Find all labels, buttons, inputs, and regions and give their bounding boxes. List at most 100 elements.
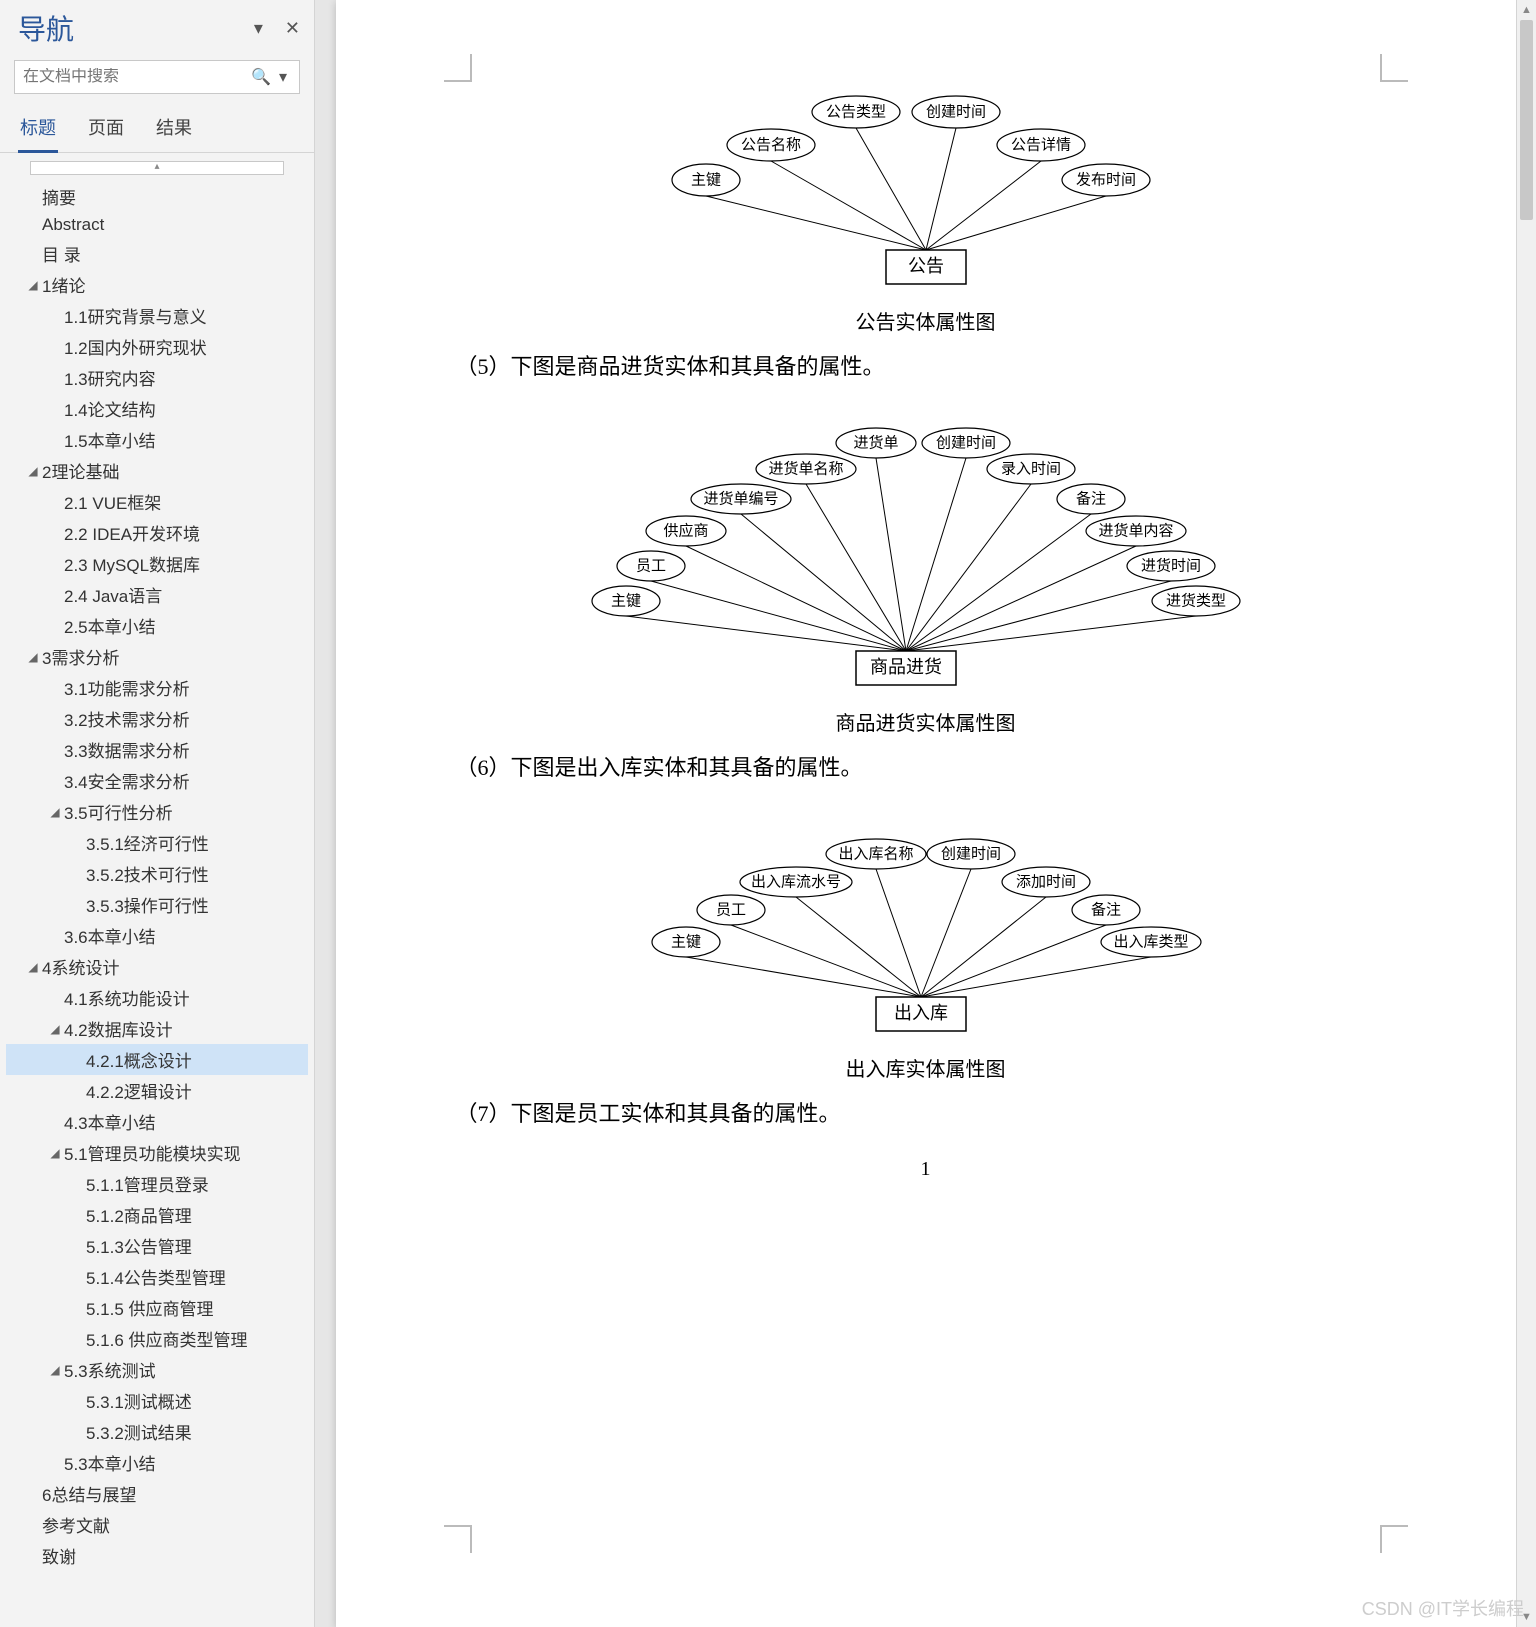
outline-item[interactable]: 1.1研究背景与意义	[6, 300, 308, 331]
outline-item[interactable]: 1.5本章小结	[6, 424, 308, 455]
outline-item[interactable]: 1.3研究内容	[6, 362, 308, 393]
svg-text:进货类型: 进货类型	[1165, 592, 1225, 609]
svg-text:员工: 员工	[715, 902, 745, 918]
outline-item[interactable]: ◢5.3系统测试	[6, 1354, 308, 1385]
outline-item[interactable]: 5.1.1管理员登录	[6, 1168, 308, 1199]
caret-open-icon[interactable]: ◢	[24, 960, 42, 974]
svg-text:主键: 主键	[610, 592, 640, 609]
search-box[interactable]: 🔍 ▾	[14, 60, 300, 94]
outline-item[interactable]: 2.5本章小结	[6, 610, 308, 641]
outline-item[interactable]: ◢4系统设计	[6, 951, 308, 982]
outline-item[interactable]: 1.4论文结构	[6, 393, 308, 424]
outline-label: 致谢	[42, 1543, 76, 1568]
nav-tab-0[interactable]: 标题	[18, 108, 58, 153]
outline-item[interactable]: ◢5.1管理员功能模块实现	[6, 1137, 308, 1168]
svg-text:创建时间: 创建时间	[925, 103, 985, 120]
outline-label: 3.2技术需求分析	[64, 706, 190, 731]
outline-label: 2.5本章小结	[64, 613, 156, 638]
svg-text:出入库类型: 出入库类型	[1113, 933, 1188, 950]
outline-label: 3.5.3操作可行性	[86, 892, 209, 917]
collapse-bar[interactable]: ▴	[30, 161, 284, 175]
outline-item[interactable]: ◢2理论基础	[6, 455, 308, 486]
outline-item[interactable]: 5.1.3公告管理	[6, 1230, 308, 1261]
search-icon[interactable]: 🔍	[247, 67, 275, 87]
caret-open-icon[interactable]: ◢	[24, 464, 42, 478]
svg-text:商品进货: 商品进货	[870, 657, 942, 677]
svg-text:备注: 备注	[1075, 490, 1105, 507]
outline-item[interactable]: 2.3 MySQL数据库	[6, 548, 308, 579]
caret-open-icon[interactable]: ◢	[24, 278, 42, 292]
outline-item[interactable]: 3.3数据需求分析	[6, 734, 308, 765]
scroll-up-icon[interactable]: ▲	[1517, 0, 1536, 20]
outline-item[interactable]: 3.4安全需求分析	[6, 765, 308, 796]
outline-label: 5.3系统测试	[64, 1357, 156, 1382]
caret-open-icon[interactable]: ◢	[46, 1022, 64, 1036]
outline-item[interactable]: 摘要	[6, 181, 308, 212]
outline-item[interactable]: 5.3.2测试结果	[6, 1416, 308, 1447]
outline-label: 3.6本章小结	[64, 923, 156, 948]
outline-item[interactable]: ◢4.2数据库设计	[6, 1013, 308, 1044]
outline-item[interactable]: 2.2 IDEA开发环境	[6, 517, 308, 548]
outline-item[interactable]: 5.3.1测试概述	[6, 1385, 308, 1416]
outline-label: 5.1管理员功能模块实现	[64, 1140, 241, 1165]
caret-open-icon[interactable]: ◢	[46, 1363, 64, 1377]
outline-item[interactable]: 3.5.1经济可行性	[6, 827, 308, 858]
outline-item[interactable]: ◢3需求分析	[6, 641, 308, 672]
nav-dropdown-icon[interactable]: ▾	[254, 18, 263, 39]
outline-item[interactable]: 3.5.2技术可行性	[6, 858, 308, 889]
outline-item[interactable]: Abstract	[6, 212, 308, 238]
outline-label: 3需求分析	[42, 644, 119, 669]
nav-close-icon[interactable]: ✕	[285, 18, 300, 39]
outline-item[interactable]: 3.1功能需求分析	[6, 672, 308, 703]
outline-item[interactable]: 致谢	[6, 1540, 308, 1571]
outline-label: 3.5.2技术可行性	[86, 861, 209, 886]
outline-item[interactable]: 2.1 VUE框架	[6, 486, 308, 517]
outline-label: 5.1.2商品管理	[86, 1202, 192, 1227]
outline-item[interactable]: 3.5.3操作可行性	[6, 889, 308, 920]
outline-label: 2.2 IDEA开发环境	[64, 520, 200, 545]
outline-label: 5.1.6 供应商类型管理	[86, 1326, 248, 1351]
svg-text:进货单名称: 进货单名称	[768, 460, 843, 477]
svg-text:出入库流水号: 出入库流水号	[750, 873, 840, 890]
svg-text:进货时间: 进货时间	[1140, 557, 1200, 574]
outline-item[interactable]: 目 录	[6, 238, 308, 269]
svg-text:公告: 公告	[908, 256, 944, 276]
search-dropdown-icon[interactable]: ▾	[275, 67, 291, 87]
vertical-scrollbar[interactable]: ▲ ▼	[1516, 0, 1536, 1627]
outline-label: 5.1.3公告管理	[86, 1233, 192, 1258]
svg-text:备注: 备注	[1090, 901, 1120, 918]
nav-tab-1[interactable]: 页面	[86, 108, 126, 152]
outline-item[interactable]: 3.2技术需求分析	[6, 703, 308, 734]
svg-text:添加时间: 添加时间	[1015, 873, 1075, 890]
nav-title: 导航	[18, 8, 74, 48]
outline-item[interactable]: 4.2.1概念设计	[6, 1044, 308, 1075]
outline-item[interactable]: 参考文献	[6, 1509, 308, 1540]
er-caption-2: 商品进货实体属性图	[416, 707, 1436, 736]
svg-text:录入时间: 录入时间	[1000, 460, 1060, 477]
outline-item[interactable]: 5.1.5 供应商管理	[6, 1292, 308, 1323]
outline-item[interactable]: 1.2国内外研究现状	[6, 331, 308, 362]
page-corner	[444, 1525, 472, 1553]
body-text-6: （6）下图是出入库实体和其具备的属性。	[456, 750, 1436, 782]
outline-item[interactable]: 4.1系统功能设计	[6, 982, 308, 1013]
outline-item[interactable]: ◢1绪论	[6, 269, 308, 300]
outline-item[interactable]: 5.1.2商品管理	[6, 1199, 308, 1230]
search-input[interactable]	[23, 68, 247, 86]
outline-item[interactable]: 5.1.6 供应商类型管理	[6, 1323, 308, 1354]
outline-item[interactable]: 6总结与展望	[6, 1478, 308, 1509]
caret-open-icon[interactable]: ◢	[24, 650, 42, 664]
outline-item[interactable]: 3.6本章小结	[6, 920, 308, 951]
caret-open-icon[interactable]: ◢	[46, 805, 64, 819]
caret-open-icon[interactable]: ◢	[46, 1146, 64, 1160]
scroll-thumb[interactable]	[1520, 20, 1533, 220]
nav-tab-2[interactable]: 结果	[154, 108, 194, 152]
er-svg-2: 商品进货主键员工供应商进货单编号进货单名称进货单创建时间录入时间备注进货单内容进…	[546, 401, 1306, 701]
svg-text:供应商: 供应商	[663, 521, 708, 539]
outline-item[interactable]: ◢3.5可行性分析	[6, 796, 308, 827]
outline-label: 2.1 VUE框架	[64, 489, 161, 514]
outline-item[interactable]: 5.1.4公告类型管理	[6, 1261, 308, 1292]
outline-item[interactable]: 5.3本章小结	[6, 1447, 308, 1478]
outline-item[interactable]: 4.3本章小结	[6, 1106, 308, 1137]
outline-item[interactable]: 4.2.2逻辑设计	[6, 1075, 308, 1106]
outline-item[interactable]: 2.4 Java语言	[6, 579, 308, 610]
